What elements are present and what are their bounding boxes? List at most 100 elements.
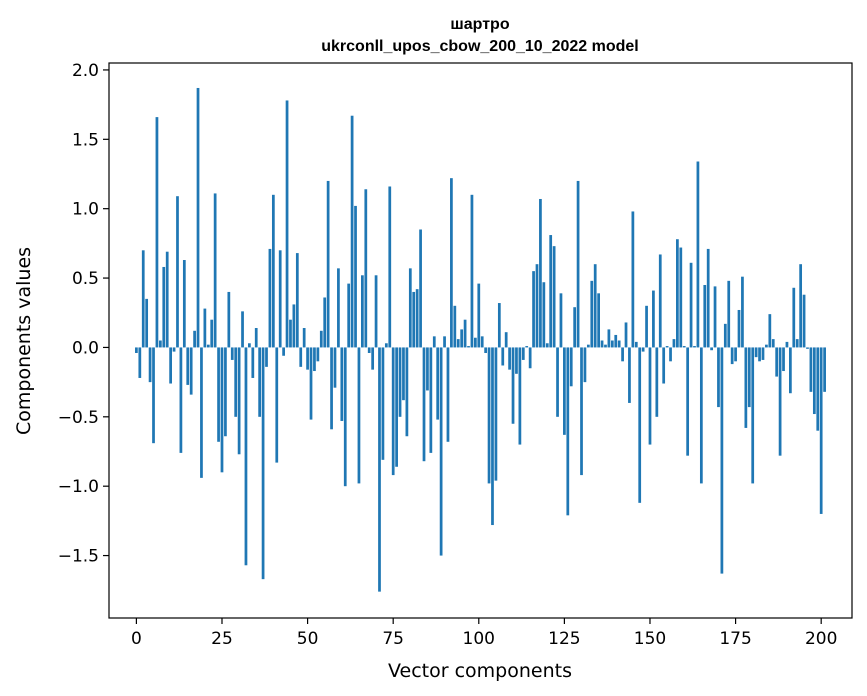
bar (761, 347, 765, 360)
bar (648, 347, 652, 445)
bar (775, 347, 779, 377)
bar (422, 347, 426, 462)
bar (241, 311, 244, 348)
bar (566, 347, 570, 516)
bar (141, 250, 145, 348)
bar (230, 347, 234, 360)
bar (737, 309, 741, 348)
bar (806, 347, 809, 349)
bar (631, 211, 635, 348)
bar (439, 347, 443, 556)
bar (285, 100, 289, 348)
bar (282, 347, 285, 356)
bar (658, 254, 662, 348)
bar (172, 347, 176, 352)
x-tick-label: 200 (805, 629, 837, 649)
bar (549, 235, 553, 348)
bar (532, 271, 535, 348)
bar (586, 344, 590, 348)
bar (703, 285, 707, 348)
bar (487, 347, 491, 484)
bar (248, 343, 251, 348)
bar (645, 305, 648, 348)
bar (415, 289, 419, 348)
bar (559, 293, 563, 348)
bar (819, 347, 823, 514)
bar (706, 248, 710, 348)
bar (251, 347, 255, 378)
bar (741, 276, 744, 348)
bar (419, 229, 422, 348)
y-tick-label: 1.5 (72, 130, 99, 150)
bar (299, 347, 303, 367)
bar (542, 282, 546, 348)
bar (135, 347, 138, 353)
y-tick-label: −1.5 (58, 547, 99, 567)
bar (213, 193, 217, 348)
bar (535, 264, 539, 348)
bar (467, 346, 470, 348)
bar (326, 180, 330, 348)
bar (696, 161, 700, 348)
bar (450, 178, 453, 348)
bar (295, 253, 299, 348)
bar (398, 347, 402, 417)
bar (593, 264, 597, 348)
bar (765, 344, 768, 348)
x-tick-label: 100 (463, 629, 495, 649)
bar (686, 347, 690, 456)
bar (196, 87, 200, 348)
bar (590, 280, 594, 348)
bar (408, 268, 412, 348)
bar (412, 291, 416, 348)
bar (306, 347, 309, 370)
bar (672, 339, 676, 348)
bar (744, 347, 748, 428)
bar (545, 343, 549, 348)
bar (426, 347, 429, 391)
bar (480, 336, 484, 348)
bar (155, 117, 159, 348)
bar (693, 346, 696, 348)
bar (477, 283, 481, 348)
bar (189, 347, 193, 395)
bar (504, 332, 508, 348)
bar (689, 262, 693, 348)
bar (727, 280, 731, 348)
bar (193, 330, 196, 348)
chart-title-line2: ukrconll_upos_cbow_200_10_2022 model (321, 38, 638, 55)
bar (391, 347, 395, 476)
bar (758, 347, 761, 362)
bar (617, 340, 621, 348)
bar (432, 336, 436, 348)
bar (323, 297, 327, 348)
bar (799, 264, 803, 348)
bar (789, 347, 792, 394)
bar (747, 347, 751, 408)
bar (388, 186, 392, 348)
x-axis-label: Vector components (388, 660, 572, 682)
bar (302, 328, 306, 348)
bar (275, 347, 279, 463)
bar (145, 298, 149, 348)
bar (669, 347, 672, 362)
bar (364, 189, 368, 348)
bar (556, 347, 559, 417)
bar (614, 334, 618, 348)
bar (473, 337, 477, 348)
bar (330, 347, 333, 430)
bar (580, 347, 583, 476)
bar (641, 347, 645, 352)
bar (162, 266, 166, 348)
bar (237, 347, 241, 455)
bar (628, 347, 631, 403)
bar (679, 247, 683, 348)
bar (217, 347, 220, 442)
bar (234, 347, 238, 417)
x-axis-ticks: 0 25 50 75 100 125 150 175 200 (131, 618, 837, 649)
bar (484, 347, 488, 353)
bar (357, 347, 361, 484)
bar (607, 329, 611, 348)
